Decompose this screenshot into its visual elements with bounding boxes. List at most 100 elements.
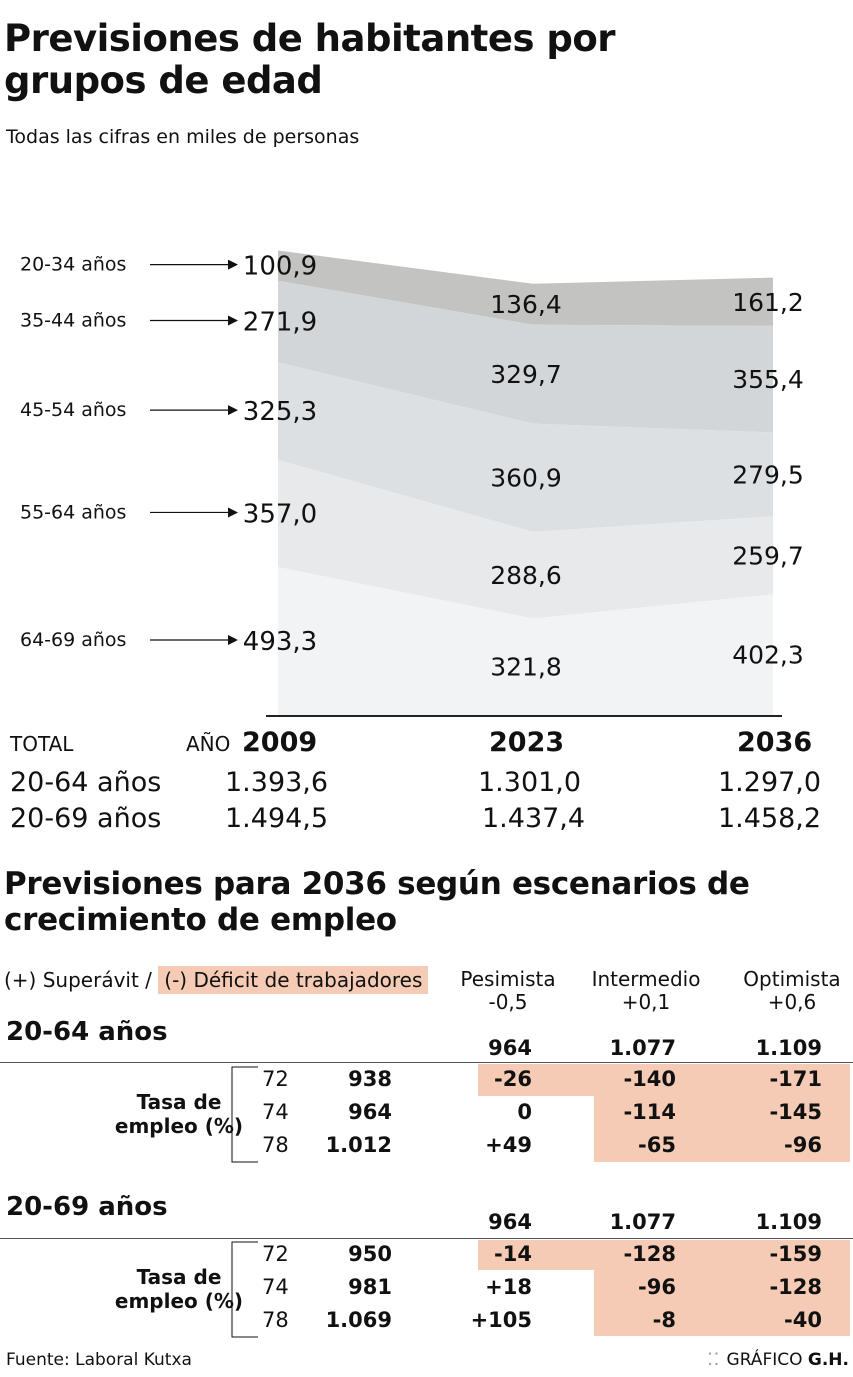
deficit-highlight bbox=[478, 1240, 594, 1270]
total-value: 1.393,6 bbox=[225, 767, 329, 798]
column-rate: +0,6 bbox=[767, 990, 817, 1014]
scenario-value: -96 bbox=[784, 1133, 822, 1157]
scenario-value: +18 bbox=[485, 1275, 532, 1299]
rate-value: 74 bbox=[262, 1100, 289, 1124]
brand-prefix: GRÁFICO bbox=[726, 1350, 803, 1370]
deficit-highlight bbox=[594, 1240, 850, 1336]
scenario-value: -114 bbox=[623, 1100, 676, 1124]
data-label: 402,3 bbox=[732, 641, 804, 670]
data-label: 100,9 bbox=[243, 252, 317, 282]
base-value: 1.069 bbox=[325, 1308, 392, 1332]
base-value: 964 bbox=[348, 1100, 392, 1124]
series-label: 35-44 años bbox=[20, 310, 126, 332]
column-name: Pesimista bbox=[460, 967, 556, 991]
area-band bbox=[278, 362, 773, 532]
section-header-value: 964 bbox=[488, 1210, 532, 1234]
row-bracket bbox=[231, 1066, 258, 1163]
row-bracket bbox=[231, 1241, 258, 1338]
rate-value: 78 bbox=[262, 1308, 289, 1332]
base-value: 950 bbox=[348, 1242, 392, 1266]
scenario-value: -26 bbox=[494, 1067, 532, 1091]
divider bbox=[0, 1238, 853, 1239]
chart-title: Previsiones de habitantes por grupos de … bbox=[4, 17, 616, 102]
arrowhead-icon bbox=[228, 507, 238, 518]
series-label: 45-54 años bbox=[20, 399, 126, 421]
data-label: 325,3 bbox=[243, 397, 317, 427]
scenario-value: -140 bbox=[623, 1067, 676, 1091]
divider bbox=[0, 1062, 853, 1063]
legend: (+) Superávit / (-) Déficit de trabajado… bbox=[4, 966, 429, 994]
scenario-value: -65 bbox=[638, 1133, 676, 1157]
rate-value: 78 bbox=[262, 1133, 289, 1157]
column-header-pesimista: Pesimista -0,5 bbox=[448, 968, 568, 1014]
scenario-value: -128 bbox=[769, 1275, 822, 1299]
total-value: 1.437,4 bbox=[482, 803, 586, 834]
base-value: 981 bbox=[348, 1275, 392, 1299]
rate-value: 72 bbox=[262, 1067, 289, 1091]
column-name: Intermedio bbox=[591, 967, 701, 991]
scenario-value: -40 bbox=[784, 1308, 822, 1332]
data-label: 329,7 bbox=[490, 360, 562, 389]
scenario-value: -171 bbox=[769, 1067, 822, 1091]
arrowhead-icon bbox=[228, 259, 238, 270]
chart-subtitle: Todas las cifras en miles de personas bbox=[6, 126, 360, 148]
scenario-value: +105 bbox=[470, 1308, 532, 1332]
data-label: 321,8 bbox=[490, 653, 562, 682]
row-group-label: Tasa de empleo (%) bbox=[114, 1265, 244, 1313]
total-value: 1.301,0 bbox=[478, 767, 582, 798]
section-title-20-64: 20-64 años bbox=[6, 1017, 168, 1047]
data-label: 493,3 bbox=[243, 627, 317, 657]
data-label: 259,7 bbox=[732, 541, 804, 570]
data-label: 355,4 bbox=[732, 365, 804, 394]
section-header-value: 1.109 bbox=[755, 1210, 822, 1234]
year-2009-label: 2009 bbox=[242, 727, 318, 758]
scenario-value: -145 bbox=[769, 1100, 822, 1124]
section-title-20-69: 20-69 años bbox=[6, 1192, 168, 1222]
scenario-value: -14 bbox=[494, 1242, 532, 1266]
stacked-area-chart: 100,9 136,4 161,2 20-34 años 271,9 329,7 355,4… bbox=[20, 250, 804, 717]
area-band bbox=[278, 250, 773, 326]
scenario-value: -96 bbox=[638, 1275, 676, 1299]
data-label: 288,6 bbox=[490, 561, 562, 590]
deficit-highlight bbox=[478, 1064, 594, 1096]
series-label: 20-34 años bbox=[20, 254, 126, 276]
scenario-value: -159 bbox=[769, 1242, 822, 1266]
year-label: AÑO bbox=[186, 732, 231, 756]
legend-surplus: (+) Superávit / bbox=[4, 968, 152, 992]
area-band bbox=[278, 280, 773, 433]
scenario-value: -8 bbox=[652, 1308, 676, 1332]
base-value: 1.012 bbox=[325, 1133, 392, 1157]
rate-value: 74 bbox=[262, 1275, 289, 1299]
year-2023-label: 2023 bbox=[489, 727, 565, 758]
area-band bbox=[278, 567, 773, 715]
data-label: 360,9 bbox=[490, 464, 562, 493]
arrowhead-icon bbox=[228, 635, 238, 646]
total-row-label: 20-64 años bbox=[10, 767, 162, 798]
data-label: 279,5 bbox=[732, 460, 804, 489]
area-band bbox=[278, 459, 773, 619]
deficit-highlight bbox=[594, 1064, 850, 1162]
arrowhead-icon bbox=[228, 315, 238, 326]
arrowhead-icon bbox=[228, 405, 238, 416]
column-rate: +0,1 bbox=[621, 990, 671, 1014]
column-header-intermedio: Intermedio +0,1 bbox=[584, 968, 708, 1014]
dots-icon: ⁚⁚ bbox=[707, 1350, 727, 1370]
section-header-value: 964 bbox=[488, 1036, 532, 1060]
total-row-label: 20-69 años bbox=[10, 803, 162, 834]
section-header-value: 1.109 bbox=[755, 1036, 822, 1060]
scenarios-title: Previsiones para 2036 según escenarios d… bbox=[4, 866, 750, 938]
scenario-value: 0 bbox=[517, 1100, 532, 1124]
year-2036-label: 2036 bbox=[737, 727, 813, 758]
section-header-value: 1.077 bbox=[609, 1210, 676, 1234]
total-label: TOTAL bbox=[10, 732, 74, 756]
column-header-optimista: Optimista +0,6 bbox=[730, 968, 853, 1014]
column-name: Optimista bbox=[743, 967, 841, 991]
scenario-value: -128 bbox=[623, 1242, 676, 1266]
series-label: 64-69 años bbox=[20, 629, 126, 651]
source-note: Fuente: Laboral Kutxa bbox=[6, 1350, 192, 1370]
row-group-label: Tasa de empleo (%) bbox=[114, 1090, 244, 1138]
data-label: 161,2 bbox=[732, 288, 804, 317]
data-label: 136,4 bbox=[490, 290, 562, 319]
total-value: 1.494,5 bbox=[225, 803, 329, 834]
rate-value: 72 bbox=[262, 1242, 289, 1266]
